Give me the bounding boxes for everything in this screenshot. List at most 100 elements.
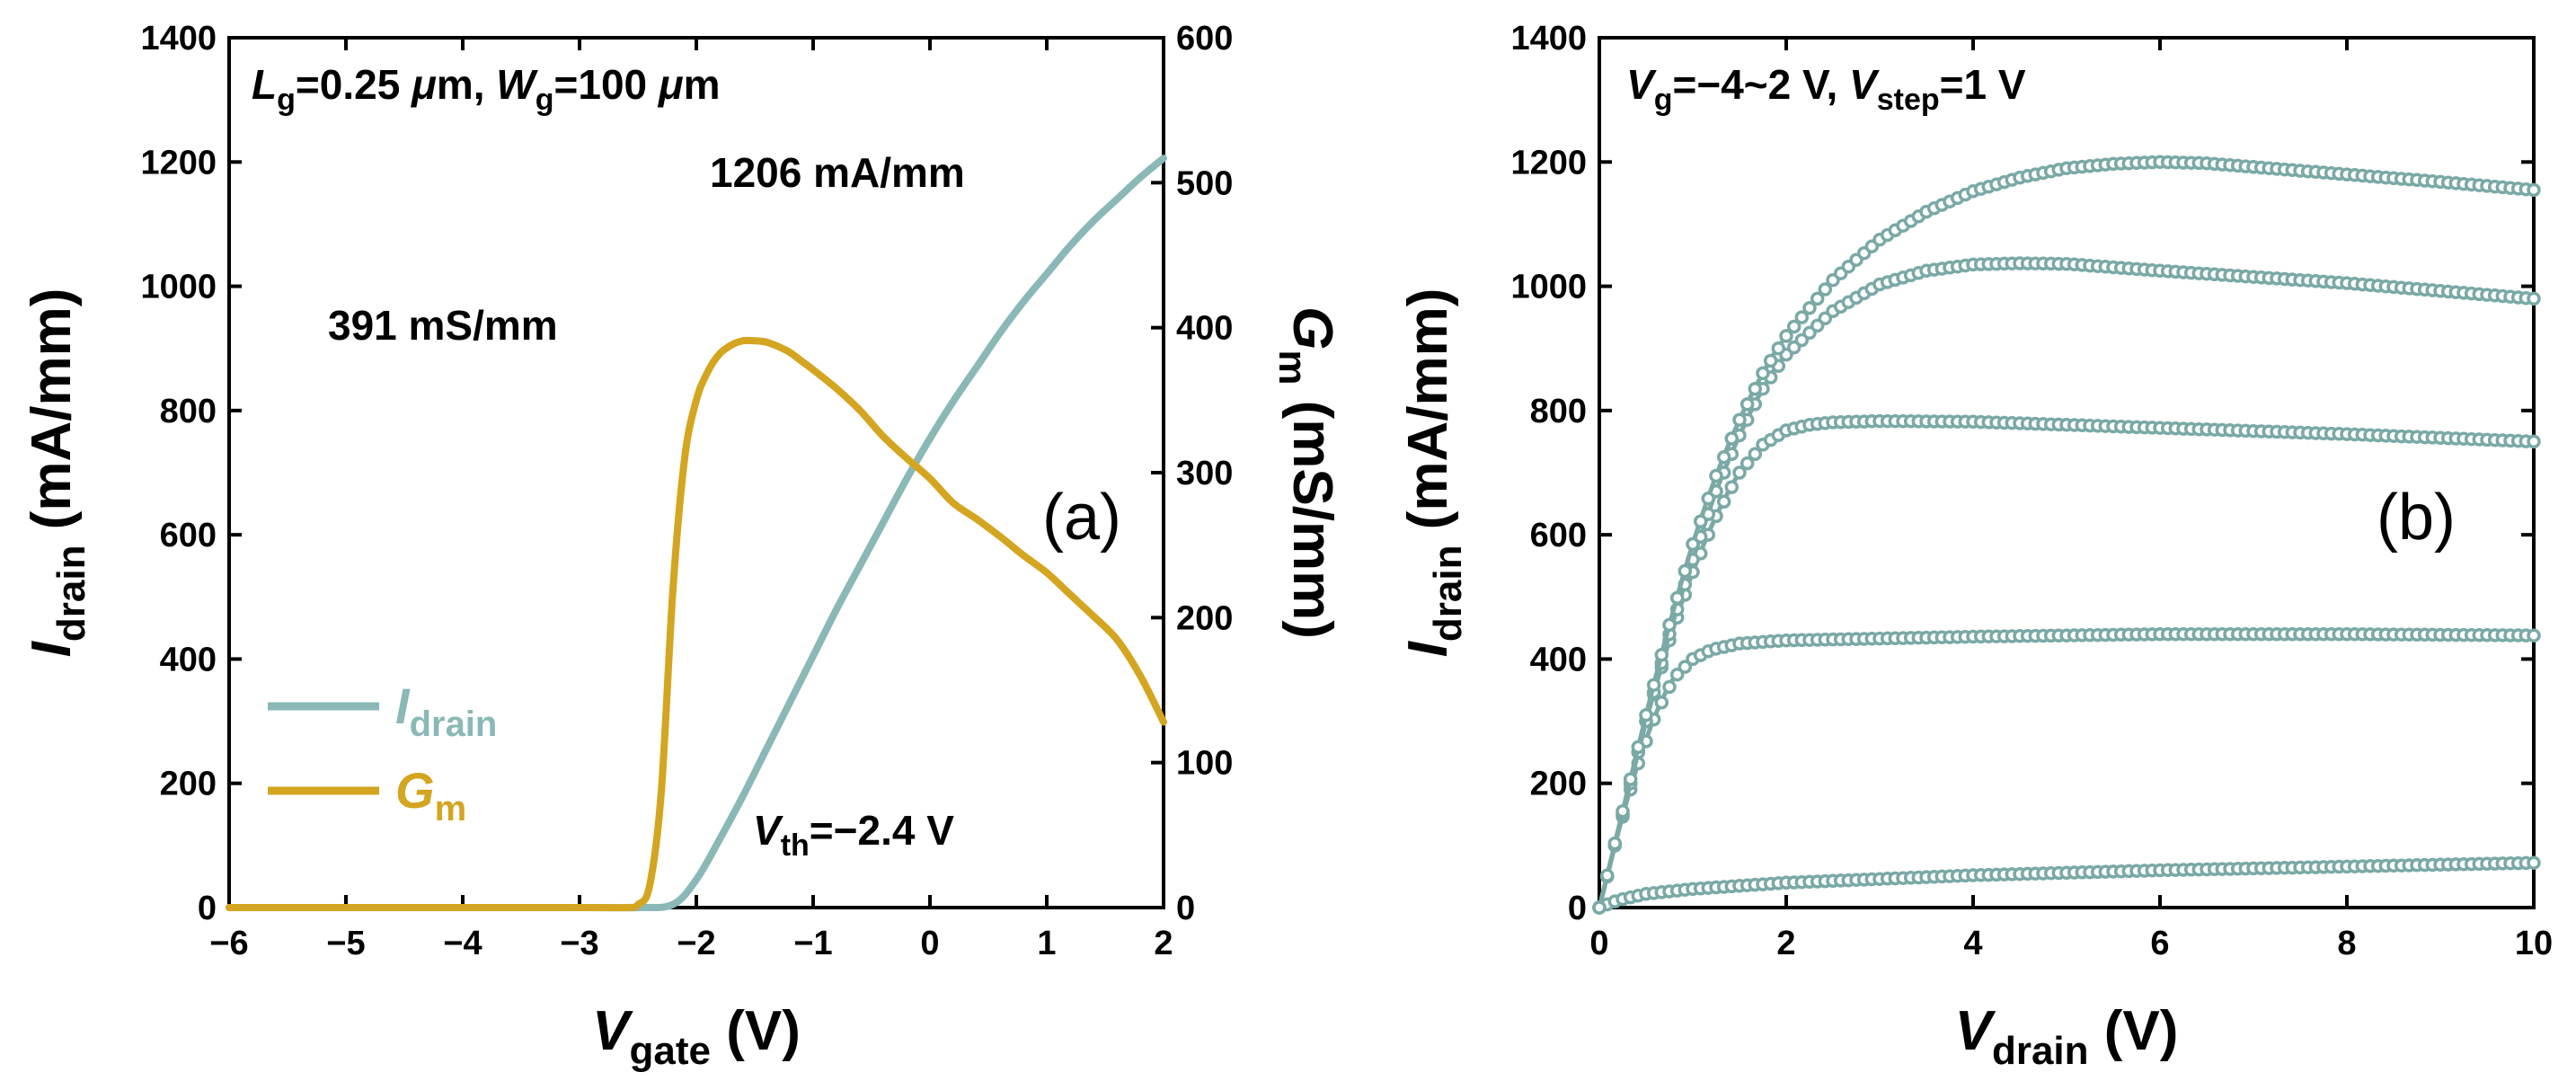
chart-a-ytick-label: 200 [160,766,217,803]
chart-b-xtick-label: 2 [1776,925,1795,962]
iv-point [1686,536,1700,552]
chart-b-xtick-label: 4 [1963,925,1982,962]
chart-b-ytick-label: 200 [1530,766,1587,803]
iv-point [1748,447,1763,462]
iv-curve-3 [1597,261,2535,908]
iv-point [1818,282,1833,297]
chart-b-xtick-label: 8 [2337,925,2356,962]
chart-a-xtick-label: 2 [1154,925,1173,962]
iv-point [1607,836,1623,851]
chart-b-xtick-label: 0 [1589,925,1608,962]
chart-a-ylabel: Idrain (mA/mm) [21,288,93,658]
iv-point [1662,617,1677,633]
iv-point [1701,492,1716,506]
chart-a-xtick-label: 0 [920,925,939,962]
iv-point [1732,412,1747,427]
iv-point [1709,468,1723,483]
iv-point [1623,772,1638,786]
chart-b-ytick-label: 1200 [1510,144,1587,182]
iv-point [1810,291,1825,306]
chart-a-xtick-label: −4 [443,925,482,962]
iv-point [1693,514,1708,528]
chart-b-ticks: 0 2 4 6 8 10 0 200 400 600 800 1000 1200 1400 [1510,20,2553,962]
iv-point [1771,341,1786,356]
chart-b-ytick-label: 1400 [1510,20,1587,58]
iv-point [1616,804,1630,819]
iv-point [1724,431,1739,446]
iv-point [1739,456,1755,471]
chart-a-ytick-label: 400 [160,641,217,678]
chart-a-y2tick-label: 600 [1176,20,1233,58]
chart-b-series [1592,155,2541,915]
chart-a-device-annotation: Lg=0.25 μm, Wg=100 μm [252,61,721,117]
iv-point [1732,465,1747,480]
chart-a-y2label: Gm (mS/mm) [1270,306,1343,639]
chart-b-ytick-label: 400 [1530,641,1587,678]
iv-point [1716,494,1731,509]
chart-a-ytick-label: 800 [160,393,217,430]
iv-point [1654,648,1669,662]
chart-a-series [226,155,1167,912]
chart-a-ytick-label: 1400 [140,20,217,58]
chart-a-frame [227,36,1165,909]
chart-b-ytick-label: 600 [1530,517,1587,554]
chart-b-xtick-label: 6 [2150,925,2169,962]
chart-a-xtick-label: 1 [1037,925,1056,962]
chart-b-annotation: Vg=−4~2 V, Vstep=1 V [1626,61,2026,117]
chart-a-y2tick-label: 100 [1176,745,1233,783]
iv-point [1786,319,1801,334]
chart-b-xlabel: Vdrain (V) [1955,1000,2179,1073]
iv-point [1716,449,1731,465]
chart-a-peak-gm-label: 391 mS/mm [328,302,558,349]
series-line-g-m [226,336,1167,912]
chart-b: 0 2 4 6 8 10 0 200 400 600 800 1000 1200 1400 Vg=−4~2… [1397,20,2553,1073]
iv-point [1669,590,1685,606]
chart-a-ytick-label: 0 [198,890,217,927]
iv-point [1794,310,1810,324]
chart-a-vth-label: Vth=−2.4 V [753,807,954,863]
iv-point [2527,855,2541,870]
chart-b-ytick-label: 1000 [1510,269,1587,306]
iv-point [1724,480,1739,494]
series-line-i-drain [226,155,1167,912]
chart-a-xtick-label: −1 [793,925,832,962]
iv-point [1677,660,1693,674]
chart-a-panel-label: (a) [1042,482,1121,554]
chart-a: −6 −5 −4 −3 −2 −1 0 1 20200400600800100012001400… [21,20,1343,1073]
chart-b-ytick-label: 800 [1530,393,1587,430]
chart-a-y2tick-label: 200 [1176,599,1233,637]
chart-b-frame [1598,36,2536,909]
chart-a-y2tick-label: 500 [1176,164,1233,202]
iv-point [1748,381,1763,396]
iv-point [1639,707,1653,722]
chart-a-xtick-label: −2 [677,925,715,962]
iv-point [1677,563,1693,579]
chart-a-ytick-label: 600 [160,517,217,554]
iv-point [1631,740,1646,755]
chart-a-legend: Idrain Gm [268,678,497,828]
iv-point [1763,353,1778,368]
iv-point [1662,679,1677,695]
chart-a-xtick-label: −6 [209,925,248,962]
chart-b-xtick-label: 10 [2515,925,2553,962]
chart-a-y2tick-label: 400 [1176,310,1233,348]
iv-point [2527,182,2541,198]
chart-a-xlabel: Vgate (V) [592,1000,801,1073]
iv-point [1646,678,1661,692]
iv-point [2527,628,2541,642]
chart-a-ytick-label: 1200 [140,144,217,182]
chart-a-ticks: −6 −5 −4 −3 −2 −1 0 1 20200400600800100012001400… [140,20,1233,962]
legend-gm-label: Gm [395,762,466,828]
legend-idrain-label: Idrain [395,678,497,744]
chart-a-y2tick-label: 300 [1176,455,1233,492]
chart-a-xtick-label: −5 [326,925,365,962]
iv-point [1669,667,1685,682]
iv-point [1739,397,1755,412]
chart-a-y2tick-label: 0 [1176,890,1195,927]
chart-b-ytick-label: 0 [1568,890,1587,927]
iv-point [1779,329,1793,343]
iv-point [2527,291,2541,306]
chart-b-panel-label: (b) [2377,482,2456,554]
iv-point [1599,868,1615,883]
